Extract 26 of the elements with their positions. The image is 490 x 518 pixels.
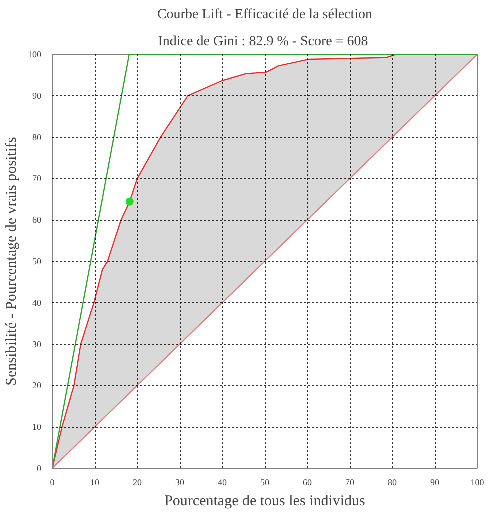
y-tick-label: 0 <box>37 464 42 474</box>
x-axis-title: Pourcentage de tous les individus <box>164 494 366 510</box>
x-tick-label: 70 <box>346 478 355 488</box>
x-tick-label: 50 <box>260 478 270 488</box>
x-tick-label: 30 <box>176 478 185 488</box>
y-tick-label: 90 <box>32 90 42 101</box>
y-tick-label: 70 <box>32 174 42 184</box>
y-tick-label: 10 <box>32 422 42 432</box>
x-tick-label: 60 <box>303 478 312 488</box>
x-tick-label: 80 <box>388 478 398 488</box>
chart-subtitle: Indice de Gini : 82.9 % - Score = 608 <box>158 34 368 50</box>
chart-title: Courbe Lift - Efficacité de la sélection <box>157 8 373 22</box>
y-tick-label: 60 <box>32 215 42 226</box>
y-tick-label: 100 <box>28 50 42 60</box>
x-tick-label: 10 <box>90 478 100 488</box>
y-tick-label: 80 <box>32 132 42 142</box>
x-tick-label: 100 <box>470 478 485 488</box>
x-tick-label: 0 <box>50 478 56 488</box>
y-tick-label: 20 <box>32 380 42 391</box>
x-tick-label: 20 <box>133 478 142 488</box>
y-tick-label: 40 <box>32 298 42 308</box>
x-tick-label: 90 <box>430 478 440 488</box>
y-axis-title: Sensibilité - Pourcentage de vrais positifs <box>4 136 20 386</box>
y-tick-label: 50 <box>32 256 42 266</box>
y-tick-label: 30 <box>32 339 42 350</box>
x-tick-label: 40 <box>218 478 228 488</box>
